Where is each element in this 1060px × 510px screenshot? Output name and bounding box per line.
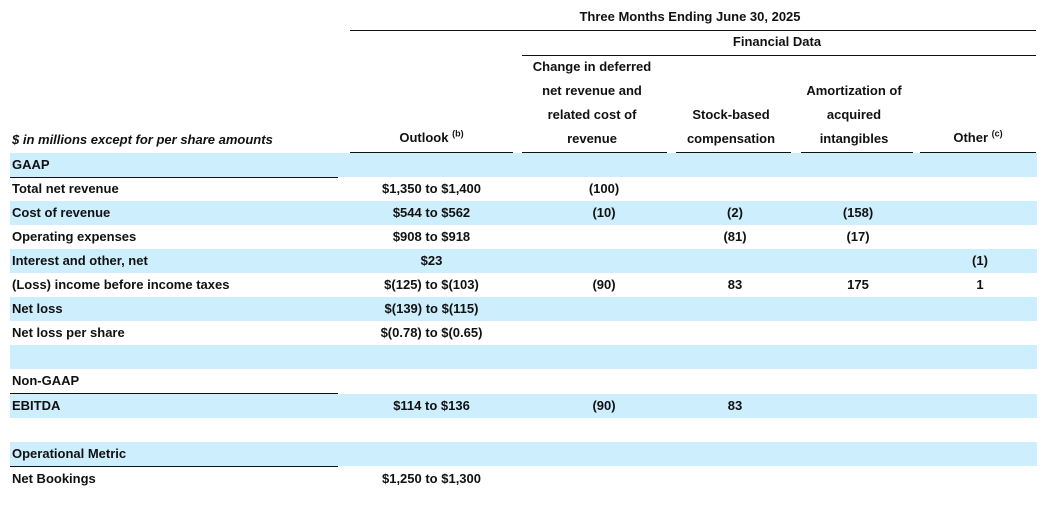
outlook-label: Outlook — [399, 130, 449, 145]
section-operational-row: Operational Metric — [10, 442, 1037, 466]
cell-amort: 175 — [847, 277, 869, 292]
cell-deferred: (90) — [592, 277, 616, 292]
cell-stock: 83 — [727, 277, 743, 292]
outlook-header: Outlook (b) — [350, 126, 513, 150]
cell-deferred: (90) — [592, 398, 616, 413]
cell-outlook: $114 to $136 — [393, 398, 470, 413]
section-gaap-label: GAAP — [12, 157, 50, 172]
amort-header-line3: intangibles — [819, 131, 889, 146]
cell-outlook: $(125) to $(103) — [384, 277, 479, 292]
cell-outlook: $(139) to $(115) — [384, 301, 479, 316]
table-row: Net loss $(139) to $(115) — [10, 297, 1037, 321]
other-header: Other (c) — [920, 126, 1036, 150]
stock-header-line1: Stock-based — [692, 107, 770, 122]
cell-outlook: $23 — [420, 253, 443, 268]
table-row: Operating expenses $908 to $918 (81) (17… — [10, 225, 1037, 249]
table-row: (Loss) income before income taxes $(125)… — [10, 273, 1037, 297]
section-gaap-row: GAAP — [10, 153, 1037, 177]
period-rule — [350, 30, 1036, 31]
cell-outlook: $(0.78) to $(0.65) — [380, 325, 483, 340]
financial-data-rule — [522, 55, 1036, 56]
outlook-footnote-marker: (b) — [452, 128, 464, 139]
stock-rule — [676, 152, 791, 153]
cell-stock: (81) — [723, 229, 747, 244]
gaap-rule — [10, 177, 338, 178]
table-row: Cost of revenue $544 to $562 (10) (2) (1… — [10, 201, 1037, 225]
deferred-rule — [522, 152, 667, 153]
table-row: EBITDA $114 to $136 (90) 83 — [10, 394, 1037, 418]
row-label: Net loss — [12, 301, 63, 316]
section-non-gaap-row: Non-GAAP — [10, 369, 1037, 393]
cell-amort: (17) — [846, 229, 870, 244]
amort-rule — [801, 152, 913, 153]
cell-other: 1 — [976, 277, 984, 292]
deferred-header-line4: revenue — [567, 131, 617, 146]
outlook-rule — [350, 152, 513, 153]
row-label: Net Bookings — [12, 471, 96, 486]
cell-other: (1) — [972, 253, 988, 268]
table-row: Net Bookings $1,250 to $1,300 — [10, 467, 1037, 491]
deferred-header-line1: Change in deferred — [532, 59, 652, 74]
row-label: Total net revenue — [12, 181, 119, 196]
other-rule — [920, 152, 1036, 153]
cell-deferred: (10) — [592, 205, 616, 220]
amort-header-line1: Amortization of — [806, 83, 902, 98]
stock-header-line2: compensation — [686, 131, 776, 146]
row-label: Cost of revenue — [12, 205, 111, 220]
amort-header-line2: acquired — [826, 107, 882, 122]
cell-amort: (158) — [842, 205, 874, 220]
cell-stock: (2) — [727, 205, 743, 220]
other-footnote-marker: (c) — [991, 128, 1003, 139]
cell-outlook: $1,350 to $1,400 — [381, 181, 482, 196]
cell-outlook: $1,250 to $1,300 — [381, 471, 482, 486]
other-label: Other — [953, 130, 989, 145]
section-non-gaap-label: Non-GAAP — [12, 373, 80, 388]
section-operational-label: Operational Metric — [12, 446, 127, 461]
cell-stock: 83 — [727, 398, 743, 413]
deferred-header-line2: net revenue and — [542, 83, 642, 98]
row-label: Operating expenses — [12, 229, 137, 244]
cell-outlook: $544 to $562 — [392, 205, 471, 220]
row-label: EBITDA — [12, 398, 61, 413]
table-row: Total net revenue $1,350 to $1,400 (100) — [10, 177, 1037, 201]
non-gaap-rule — [10, 393, 338, 394]
deferred-header-line3: related cost of — [547, 107, 637, 122]
cell-deferred: (100) — [588, 181, 620, 196]
period-header: Three Months Ending June 30, 2025 — [579, 9, 801, 24]
table-row: Net loss per share $(0.78) to $(0.65) — [10, 321, 1037, 345]
row-label: Net loss per share — [12, 325, 125, 340]
units-label: $ in millions except for per share amoun… — [12, 132, 273, 147]
cell-outlook: $908 to $918 — [392, 229, 471, 244]
row-label: (Loss) income before income taxes — [12, 277, 230, 292]
operational-rule — [10, 466, 338, 467]
row-label: Interest and other, net — [12, 253, 148, 268]
financial-data-header: Financial Data — [732, 34, 822, 49]
spacer-row — [10, 345, 1037, 369]
table-row: Interest and other, net $23 (1) — [10, 249, 1037, 273]
